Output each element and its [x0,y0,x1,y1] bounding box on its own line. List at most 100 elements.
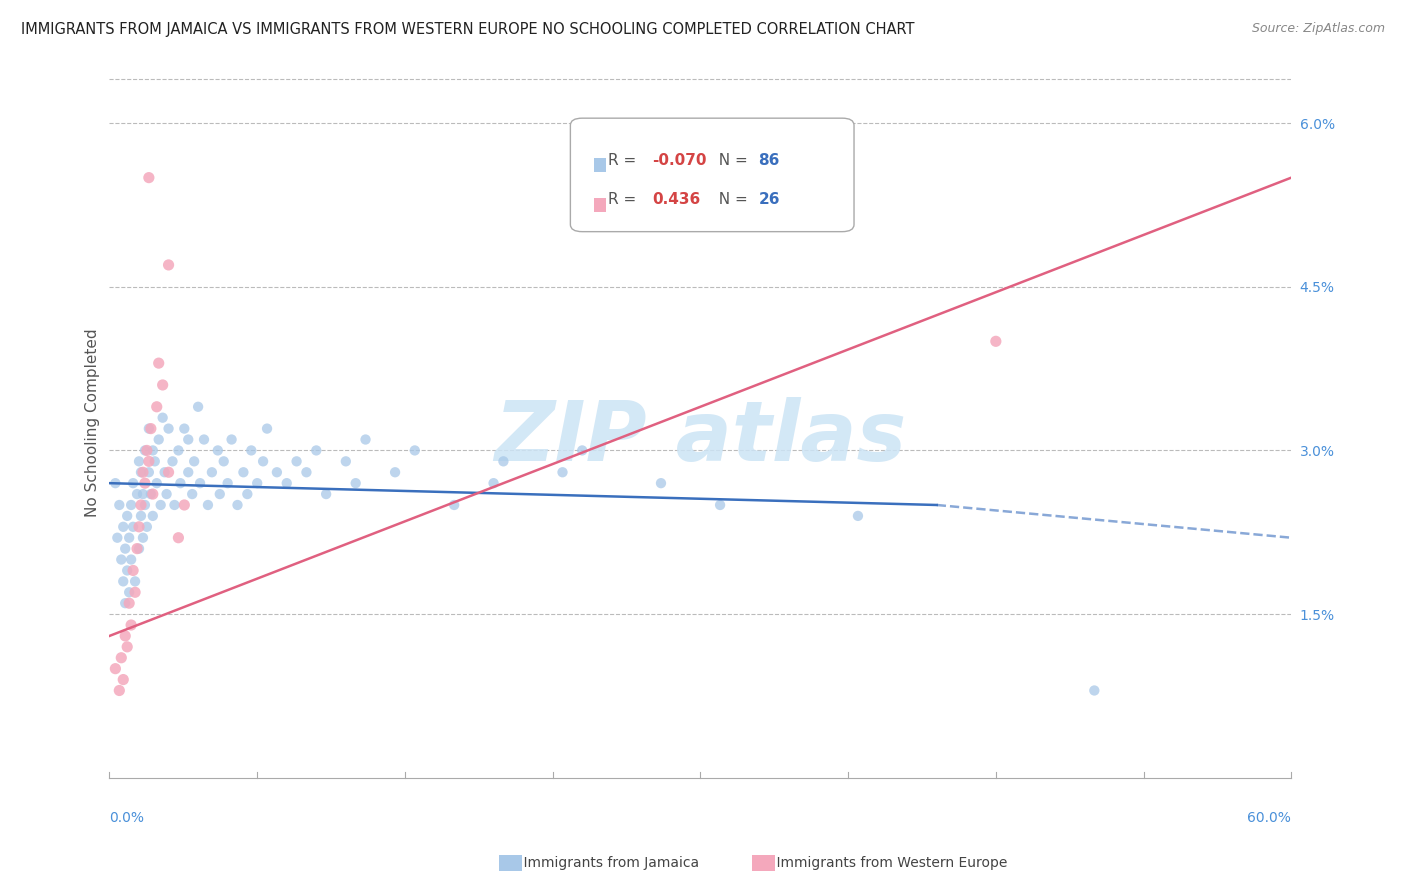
Point [148,433,170,447]
Point [1083,683,1105,698]
Point [226,498,249,512]
Point [143,454,166,468]
Point [197,498,219,512]
Point [134,443,156,458]
Point [129,508,152,523]
Point [142,443,165,458]
Point [112,673,135,687]
Point [157,258,180,272]
Point [134,476,156,491]
Point [124,574,146,589]
Point [148,356,170,370]
Text: N =: N = [709,153,752,168]
Point [846,508,869,523]
Point [125,487,148,501]
Point [157,465,180,479]
Point [221,433,243,447]
FancyBboxPatch shape [571,118,853,232]
Point [118,585,141,599]
Point [114,629,136,643]
Point [344,476,367,491]
Point [384,465,406,479]
Point [240,443,263,458]
Point [551,465,574,479]
Point [152,378,174,392]
Point [110,552,132,566]
Text: R =: R = [609,193,647,207]
Point [256,421,278,435]
Point [114,596,136,610]
Point [232,465,254,479]
Point [443,498,465,512]
Point [105,531,128,545]
Text: 26: 26 [758,193,780,207]
Point [295,465,318,479]
Text: IMMIGRANTS FROM JAMAICA VS IMMIGRANTS FROM WESTERN EUROPE NO SCHOOLING COMPLETED: IMMIGRANTS FROM JAMAICA VS IMMIGRANTS FR… [21,22,914,37]
Point [145,476,167,491]
Point [181,487,204,501]
Point [128,520,150,534]
Point [134,498,156,512]
Point [132,465,155,479]
Point [276,476,298,491]
Point [112,520,135,534]
Point [246,476,269,491]
Point [152,410,174,425]
Point [335,454,357,468]
Point [163,498,186,512]
Point [128,454,150,468]
Y-axis label: No Schooling Completed: No Schooling Completed [86,329,100,517]
Point [252,454,274,468]
Point [162,454,184,468]
Point [145,400,167,414]
Point [120,618,142,632]
Point [169,476,191,491]
Point [142,508,165,523]
Point [104,476,127,491]
Point [404,443,426,458]
Point [173,498,195,512]
Point [208,487,231,501]
Text: 60.0%: 60.0% [1247,811,1291,824]
Text: ZIP atlas: ZIP atlas [495,397,907,478]
FancyBboxPatch shape [593,158,606,172]
Text: Immigrants from Jamaica: Immigrants from Jamaica [506,856,699,871]
Point [149,498,172,512]
Point [177,433,200,447]
Point [305,443,328,458]
Point [177,465,200,479]
Point [157,421,180,435]
Point [108,498,131,512]
Point [122,476,145,491]
Text: Source: ZipAtlas.com: Source: ZipAtlas.com [1251,22,1385,36]
Text: 86: 86 [758,153,780,168]
Point [125,541,148,556]
Point [167,443,190,458]
Text: 0.436: 0.436 [652,193,700,207]
Point [129,498,152,512]
Point [315,487,337,501]
Point [114,541,136,556]
Point [132,531,155,545]
Point [201,465,224,479]
Point [135,520,157,534]
Point [112,574,135,589]
Point [167,531,190,545]
Point [236,487,259,501]
Text: 0.0%: 0.0% [110,811,145,824]
Text: -0.070: -0.070 [652,153,707,168]
Point [118,531,141,545]
Point [104,662,127,676]
Point [115,508,138,523]
Point [115,640,138,654]
Point [120,552,142,566]
Point [482,476,505,491]
Point [142,487,165,501]
Text: R =: R = [609,153,641,168]
Point [193,433,215,447]
Point [110,650,132,665]
Point [285,454,308,468]
Point [118,596,141,610]
Text: N =: N = [709,193,752,207]
Point [207,443,229,458]
